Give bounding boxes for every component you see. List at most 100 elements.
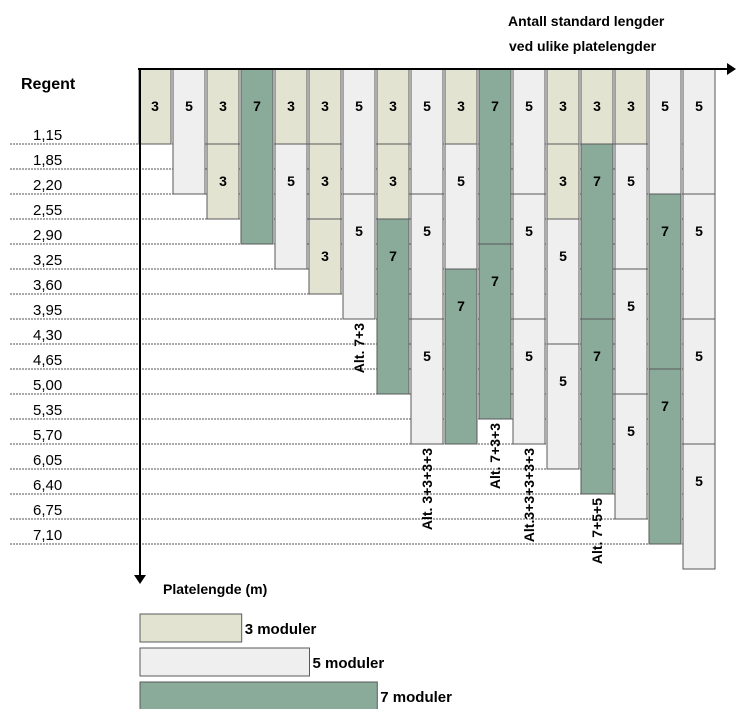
module-5-segment xyxy=(342,68,376,195)
module-5-segment xyxy=(682,193,716,320)
alternative-label: Alt. 7+3+3 xyxy=(487,423,503,489)
module-7-segment xyxy=(444,268,478,445)
segment-label: 5 xyxy=(661,98,669,114)
column: 3 5 5 5 xyxy=(614,68,648,520)
column: 5 5 5 Alt. 3+3+3+3 xyxy=(410,68,444,530)
module-7-segment xyxy=(478,243,512,420)
column: 3 3 3 xyxy=(308,68,342,295)
row-label: 6,75 xyxy=(33,502,62,519)
legend: 3 moduler 5 moduler 7 moduler xyxy=(139,613,452,709)
alternative-label: Alt. 7+5+5 xyxy=(589,498,605,564)
segment-label: 5 xyxy=(559,248,567,264)
module-7-segment xyxy=(478,68,512,245)
segment-label: 7 xyxy=(389,248,397,264)
row-label: 2,90 xyxy=(33,227,62,244)
legend-swatch-7 xyxy=(139,681,378,709)
title: Antall standard lengder ved ulike platel… xyxy=(508,13,665,54)
module-3-segment xyxy=(376,68,410,145)
row-label: 2,55 xyxy=(33,202,62,219)
module-3-segment xyxy=(206,143,240,220)
row-label: 3,25 xyxy=(33,252,62,269)
segment-label: 3 xyxy=(593,98,601,114)
segment-label: 7 xyxy=(593,173,601,189)
alternative-label: Alt.3+3+3+3+3 xyxy=(521,448,537,542)
module-3-segment xyxy=(206,68,240,145)
top-axis-arrow xyxy=(727,63,736,75)
segment-label: 3 xyxy=(151,98,159,114)
module-7-segment xyxy=(648,368,682,545)
row-heading: Regent xyxy=(21,76,76,93)
segment-label: 3 xyxy=(457,98,465,114)
legend-swatch-5 xyxy=(139,647,310,677)
column: 33 xyxy=(206,68,240,220)
segment-label: 3 xyxy=(321,173,329,189)
module-3-segment xyxy=(308,143,342,220)
left-axis-arrow xyxy=(134,575,146,584)
legend-label: 5 moduler xyxy=(313,655,385,672)
segment-label: 5 xyxy=(627,423,635,439)
module-5-segment xyxy=(512,318,546,445)
module-7-segment xyxy=(580,143,614,320)
segment-label: 5 xyxy=(185,98,193,114)
legend-label: 3 moduler xyxy=(245,621,317,638)
module-3-segment xyxy=(308,218,342,295)
column: 7 xyxy=(240,68,274,245)
module-3-segment xyxy=(614,68,648,145)
column: 5 5 5 5 xyxy=(682,68,716,570)
column: 5 7 7 xyxy=(648,68,682,545)
module-5-segment xyxy=(410,318,444,445)
segment-label: 5 xyxy=(423,223,431,239)
column: 3 7 7 Alt. 7+5+5 xyxy=(580,68,614,564)
segment-label: 7 xyxy=(593,348,601,364)
segment-label: 7 xyxy=(491,98,499,114)
segment-label: 7 xyxy=(661,398,669,414)
segment-label: 5 xyxy=(525,223,533,239)
row-label: 2,20 xyxy=(33,177,62,194)
segment-label: 3 xyxy=(321,98,329,114)
title-line-1: Antall standard lengder xyxy=(508,13,665,29)
segment-label: 5 xyxy=(423,98,431,114)
segment-label: 3 xyxy=(219,98,227,114)
column: 7 7 Alt. 7+3+3 xyxy=(478,68,512,489)
segment-label: 5 xyxy=(457,173,465,189)
module-5-segment xyxy=(274,143,308,270)
row-label: 5,00 xyxy=(33,377,62,394)
module-5-segment xyxy=(410,193,444,320)
module-5-segment xyxy=(342,193,376,320)
segment-label: 3 xyxy=(389,98,397,114)
column: 5 5 5 Alt.3+3+3+3+3 xyxy=(512,68,546,542)
column: 5 5 Alt. 7+3 xyxy=(342,68,376,373)
segment-label: 7 xyxy=(661,223,669,239)
alternative-label: Alt. 3+3+3+3 xyxy=(419,448,435,530)
module-5-segment xyxy=(546,218,580,345)
row-label: 3,95 xyxy=(33,302,62,319)
segment-label: 5 xyxy=(355,223,363,239)
x-axis-label: Platelengde (m) xyxy=(163,581,267,597)
legend-swatch-3 xyxy=(139,613,243,643)
segment-label: 3 xyxy=(219,173,227,189)
column: 3 5 7 xyxy=(444,68,478,445)
segment-label: 5 xyxy=(525,98,533,114)
segment-label: 7 xyxy=(457,298,465,314)
segment-label: 5 xyxy=(355,98,363,114)
row-label: 1,15 xyxy=(33,127,62,144)
module-7-segment xyxy=(240,68,274,245)
segment-label: 3 xyxy=(627,98,635,114)
column: 35 xyxy=(274,68,308,270)
module-3-segment xyxy=(274,68,308,145)
segment-label: 5 xyxy=(287,173,295,189)
segment-label: 5 xyxy=(525,348,533,364)
row-labels: 1,15 1,85 2,20 2,55 2,90 3,25 3,60 3,95 4,30 4,65… xyxy=(33,127,62,544)
segment-label: 5 xyxy=(695,473,703,489)
segment-label: 3 xyxy=(287,98,295,114)
module-5-segment xyxy=(172,68,206,195)
module-3-segment xyxy=(308,68,342,145)
module-5-segment xyxy=(682,318,716,445)
module-5-segment xyxy=(546,343,580,470)
segment-label: 5 xyxy=(559,373,567,389)
module-5-segment xyxy=(648,68,682,195)
segment-label: 5 xyxy=(695,98,703,114)
row-label: 5,70 xyxy=(33,427,62,444)
